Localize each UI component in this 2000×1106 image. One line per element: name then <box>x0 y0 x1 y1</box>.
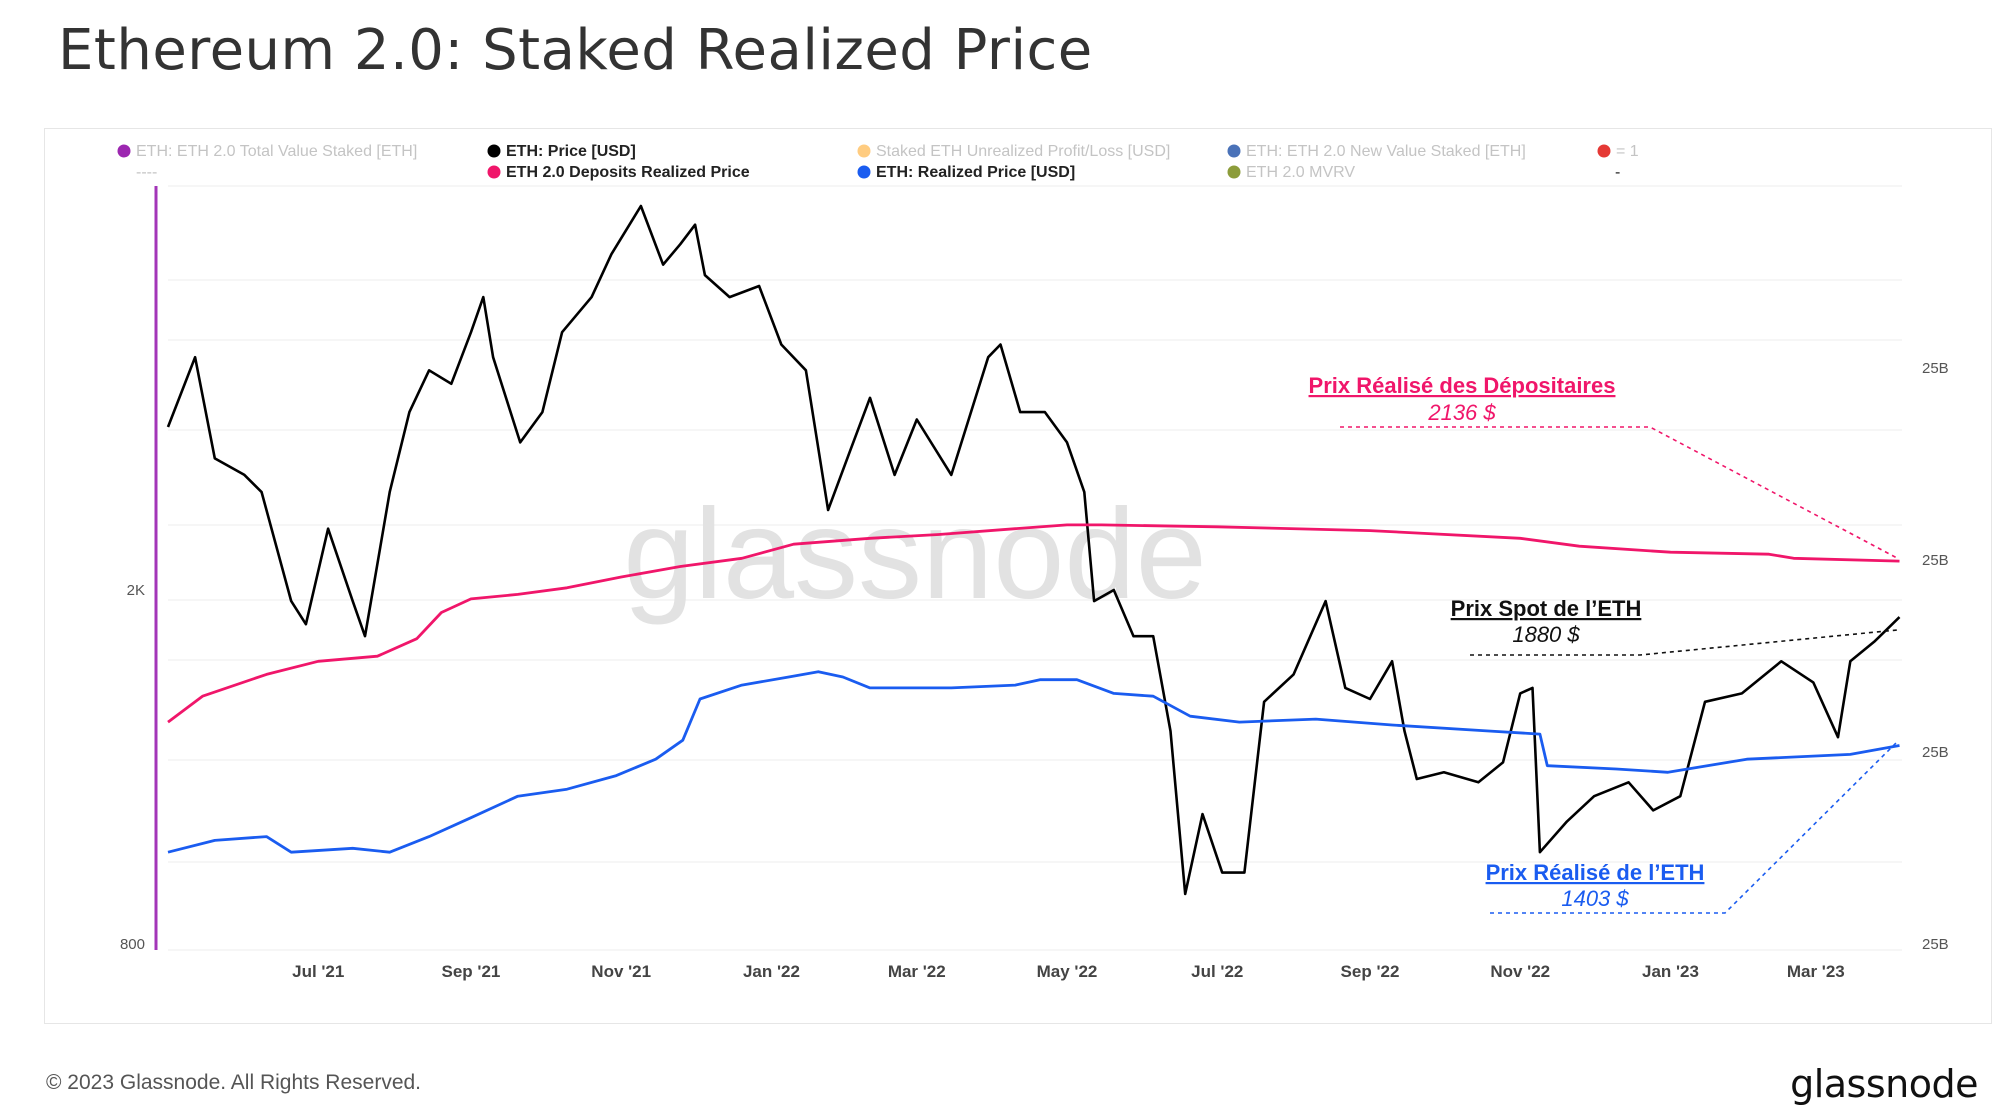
x-tick-label: Jan '22 <box>743 962 800 981</box>
y-right-tick-label: 25B <box>1922 936 1949 953</box>
legend-item[interactable]: - <box>1615 164 1620 181</box>
x-tick-label: Nov '21 <box>591 962 651 981</box>
y-right-tick-label: 25B <box>1922 744 1949 761</box>
legend-marker <box>487 144 501 158</box>
legend-label: ETH 2.0 Deposits Realized Price <box>506 164 750 181</box>
y-tick-label: 800 <box>120 936 145 953</box>
legend-label: ETH: Realized Price [USD] <box>876 164 1075 181</box>
page-title: Ethereum 2.0: Staked Realized Price <box>58 18 1093 83</box>
legend-marker <box>487 165 501 179</box>
legend-label: ETH 2.0 MVRV <box>1246 164 1355 181</box>
legend-item[interactable]: = 1 <box>1597 143 1639 160</box>
legend[interactable]: ETH: ETH 2.0 Total Value Staked [ETH] ETH… <box>117 143 1639 181</box>
y-axis-right: 25B 25B 25B 25B <box>1922 360 1949 953</box>
series-line <box>166 204 1901 896</box>
legend-item[interactable]: ETH: ETH 2.0 New Value Staked [ETH] <box>1227 143 1526 160</box>
watermark: glassnode <box>623 483 1207 626</box>
legend-marker <box>117 144 131 158</box>
legend-label: Staked ETH Unrealized Profit/Loss [USD] <box>876 143 1170 160</box>
legend-marker <box>1597 144 1611 158</box>
series-line <box>167 670 1900 854</box>
legend-label: ETH: ETH 2.0 Total Value Staked [ETH] <box>136 143 417 160</box>
legend-item[interactable]: ETH: Realized Price [USD] <box>857 164 1076 181</box>
legend-item[interactable]: Staked ETH Unrealized Profit/Loss [USD] <box>857 143 1171 160</box>
y-right-tick-label: 25B <box>1922 552 1949 569</box>
annotation-value: 1880 $ <box>1512 622 1580 647</box>
legend-marker <box>1227 165 1241 179</box>
legend-marker <box>857 165 871 179</box>
x-tick-label: Mar '23 <box>1787 962 1845 981</box>
annotation-title: Prix Réalisé des Dépositaires <box>1309 373 1616 398</box>
grid <box>168 185 1902 951</box>
copyright-text: © 2023 Glassnode. All Rights Reserved. <box>46 1071 422 1094</box>
x-tick-label: Jul '22 <box>1191 962 1243 981</box>
legend-label: - <box>1615 164 1620 181</box>
legend-label: ---- <box>136 164 157 181</box>
x-tick-label: Sep '22 <box>1341 962 1400 981</box>
annotation-value: 2136 $ <box>1427 400 1496 425</box>
legend-item[interactable]: ---- <box>136 164 157 181</box>
annotation-title: Prix Spot de l’ETH <box>1451 596 1642 621</box>
x-axis: Jul '21 Sep '21 Nov '21 Jan '22 Mar '22 May '… <box>292 962 1845 981</box>
x-tick-label: Sep '21 <box>442 962 501 981</box>
legend-marker <box>1227 144 1241 158</box>
chart-frame <box>44 128 1992 1024</box>
legend-marker <box>857 144 871 158</box>
y-axis-left: 2K 800 <box>120 582 145 953</box>
annotation-value: 1403 $ <box>1561 886 1629 911</box>
x-tick-label: May '22 <box>1037 962 1098 981</box>
annotation-leader-line <box>1340 426 1898 559</box>
legend-item[interactable]: ETH 2.0 Deposits Realized Price <box>487 164 750 181</box>
x-tick-label: Mar '22 <box>888 962 946 981</box>
x-tick-label: Jan '23 <box>1642 962 1699 981</box>
legend-label: ETH: ETH 2.0 New Value Staked [ETH] <box>1246 143 1526 160</box>
annotation-leader-line <box>1490 741 1898 914</box>
annotation-leader-line <box>1470 629 1898 656</box>
legend-label: ETH: Price [USD] <box>506 143 636 160</box>
y-right-tick-label: 25B <box>1922 360 1949 377</box>
y-tick-label: 2K <box>127 582 145 599</box>
annotation-title: Prix Réalisé de l’ETH <box>1486 860 1705 885</box>
glassnode-logo: glassnode <box>1790 1062 1978 1106</box>
x-tick-label: Nov '22 <box>1490 962 1550 981</box>
legend-item[interactable]: ETH: Price [USD] <box>487 143 636 160</box>
x-tick-label: Jul '21 <box>292 962 344 981</box>
legend-label: = 1 <box>1616 143 1639 160</box>
series-line <box>167 523 1900 724</box>
series-lines <box>166 204 1901 896</box>
legend-item[interactable]: ETH: ETH 2.0 Total Value Staked [ETH] <box>117 143 418 160</box>
legend-item[interactable]: ETH 2.0 MVRV <box>1227 164 1356 181</box>
